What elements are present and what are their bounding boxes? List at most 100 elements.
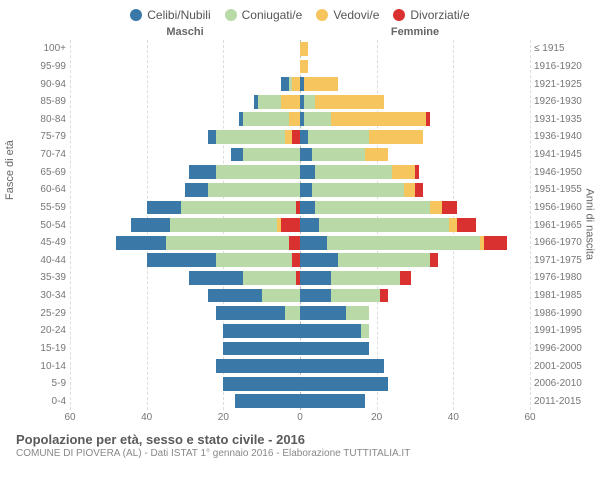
age-row: 15-191996-2000 <box>70 340 530 358</box>
male-bar <box>70 111 300 129</box>
bar-segment <box>300 183 312 197</box>
birth-year-label: 1951-1955 <box>534 184 590 195</box>
bar-segment <box>243 271 297 285</box>
age-label: 75-79 <box>18 131 66 142</box>
bar-segment <box>285 306 300 320</box>
bar-segment <box>208 289 262 303</box>
female-bar <box>300 234 530 252</box>
age-row: 55-591956-1960 <box>70 199 530 217</box>
legend-swatch <box>393 9 405 21</box>
bar-segment <box>223 324 300 338</box>
bar-segment <box>449 218 457 232</box>
female-bar <box>300 393 530 411</box>
birth-year-label: 1931-1935 <box>534 114 590 125</box>
bar-segment <box>216 306 285 320</box>
age-label: 80-84 <box>18 114 66 125</box>
bar-segment <box>208 183 300 197</box>
legend-item: Celibi/Nubili <box>130 8 210 22</box>
bar-segment <box>300 306 346 320</box>
female-bar <box>300 375 530 393</box>
bar-segment <box>258 95 281 109</box>
bar-segment <box>281 95 300 109</box>
bar-segment <box>300 236 327 250</box>
bar-segment <box>281 77 289 91</box>
age-label: 95-99 <box>18 61 66 72</box>
birth-year-label: 1916-1920 <box>534 61 590 72</box>
age-label: 10-14 <box>18 361 66 372</box>
chart-rows: 100+≤ 191595-991916-192090-941921-192585… <box>70 40 530 410</box>
age-row: 60-641951-1955 <box>70 181 530 199</box>
bar-segment <box>223 342 300 356</box>
birth-year-label: 1986-1990 <box>534 308 590 319</box>
male-bar <box>70 58 300 76</box>
birth-year-label: 2006-2010 <box>534 378 590 389</box>
female-bar <box>300 58 530 76</box>
bar-segment <box>304 112 331 126</box>
bar-segment <box>300 201 315 215</box>
age-label: 55-59 <box>18 202 66 213</box>
gridline <box>530 40 531 410</box>
bar-segment <box>300 165 315 179</box>
age-row: 65-691946-1950 <box>70 163 530 181</box>
age-row: 30-341981-1985 <box>70 287 530 305</box>
gender-right: Femmine <box>300 26 530 38</box>
female-bar <box>300 181 530 199</box>
male-bar <box>70 93 300 111</box>
age-label: 20-24 <box>18 325 66 336</box>
x-tick: 20 <box>371 412 382 423</box>
gender-left: Maschi <box>70 26 300 38</box>
bar-segment <box>300 271 331 285</box>
age-label: 0-4 <box>18 396 66 407</box>
age-row: 0-42011-2015 <box>70 393 530 411</box>
bar-segment <box>331 289 381 303</box>
bar-segment <box>300 394 365 408</box>
footer: Popolazione per età, sesso e stato civil… <box>0 426 600 459</box>
male-bar <box>70 75 300 93</box>
bar-segment <box>116 236 166 250</box>
female-bar <box>300 75 530 93</box>
bar-segment <box>392 165 415 179</box>
bar-segment <box>300 359 384 373</box>
male-bar <box>70 146 300 164</box>
x-tick: 60 <box>64 412 75 423</box>
male-bar <box>70 269 300 287</box>
birth-year-label: 1926-1930 <box>534 96 590 107</box>
female-bar <box>300 199 530 217</box>
bar-segment <box>189 165 216 179</box>
male-bar <box>70 128 300 146</box>
age-row: 10-142001-2005 <box>70 357 530 375</box>
bar-segment <box>404 183 416 197</box>
female-bar <box>300 40 530 58</box>
x-tick: 40 <box>141 412 152 423</box>
legend-item: Vedovi/e <box>316 8 379 22</box>
bar-segment <box>289 236 301 250</box>
male-bar <box>70 340 300 358</box>
male-bar <box>70 322 300 340</box>
legend-swatch <box>316 9 328 21</box>
bar-segment <box>300 324 361 338</box>
bar-segment <box>319 218 449 232</box>
bar-segment <box>300 148 312 162</box>
chart-subtitle: COMUNE DI PIOVERA (AL) - Dati ISTAT 1° g… <box>16 448 584 459</box>
female-bar <box>300 252 530 270</box>
legend-label: Divorziati/e <box>410 8 469 22</box>
bar-segment <box>331 271 400 285</box>
age-label: 35-39 <box>18 272 66 283</box>
male-bar <box>70 40 300 58</box>
bar-segment <box>365 148 388 162</box>
bar-segment <box>262 289 300 303</box>
age-row: 90-941921-1925 <box>70 75 530 93</box>
bar-segment <box>216 253 293 267</box>
birth-year-label: 1941-1945 <box>534 149 590 160</box>
legend-label: Coniugati/e <box>242 8 303 22</box>
female-bar <box>300 340 530 358</box>
age-row: 20-241991-1995 <box>70 322 530 340</box>
bar-segment <box>442 201 457 215</box>
bar-segment <box>300 289 331 303</box>
age-label: 15-19 <box>18 343 66 354</box>
age-row: 50-541961-1965 <box>70 216 530 234</box>
age-label: 100+ <box>18 43 66 54</box>
bar-segment <box>380 289 388 303</box>
female-bar <box>300 304 530 322</box>
bar-segment <box>289 112 301 126</box>
